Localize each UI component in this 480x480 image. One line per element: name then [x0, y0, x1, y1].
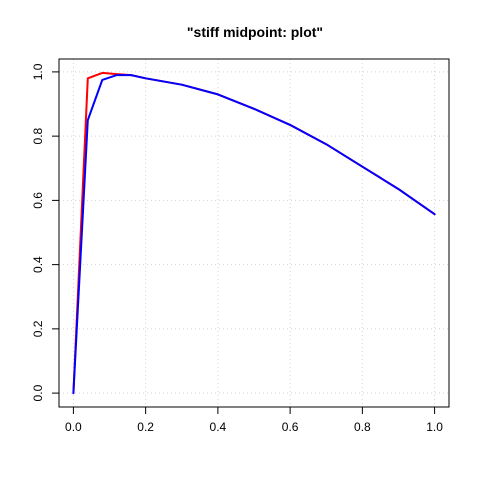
series-group — [72, 71, 436, 395]
x-tick-label: 0.0 — [65, 420, 82, 434]
x-axis: 0.0 0.2 0.4 0.6 0.8 1.0 — [65, 406, 443, 434]
y-tick-label: 0.4 — [31, 256, 45, 273]
y-tick-label: 0.6 — [31, 192, 45, 209]
chart-title: "stiff midpoint: plot" — [187, 24, 323, 40]
y-tick-label: 0.2 — [31, 320, 45, 337]
series-line-2 — [72, 74, 436, 395]
series-line-1 — [72, 71, 436, 395]
y-tick-label: 0.0 — [31, 384, 45, 401]
y-axis: 0.0 0.2 0.4 0.6 0.8 1.0 — [31, 63, 60, 401]
plot-area-border — [58, 58, 450, 408]
x-tick-label: 1.0 — [426, 420, 443, 434]
x-tick-label: 0.8 — [354, 420, 371, 434]
x-tick-label: 0.2 — [137, 420, 154, 434]
x-tick-label: 0.6 — [282, 420, 299, 434]
x-tick-label: 0.4 — [210, 420, 227, 434]
y-tick-label: 0.8 — [31, 127, 45, 144]
grid — [59, 59, 449, 407]
y-tick-label: 1.0 — [31, 63, 45, 80]
